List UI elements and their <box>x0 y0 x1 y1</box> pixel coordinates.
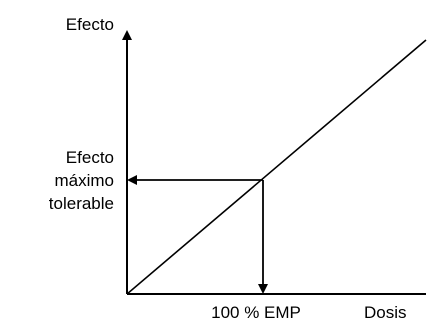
max-effect-label-line3: tolerable <box>49 194 114 213</box>
max-effect-label-line1: Efecto <box>66 148 114 167</box>
emp-dose-label: 100 % EMP <box>211 303 301 322</box>
x-axis-label: Dosis <box>364 303 407 322</box>
y-axis-label: Efecto <box>66 15 114 34</box>
max-effect-label-line2: máximo <box>54 171 114 190</box>
dose-effect-line <box>126 39 427 295</box>
